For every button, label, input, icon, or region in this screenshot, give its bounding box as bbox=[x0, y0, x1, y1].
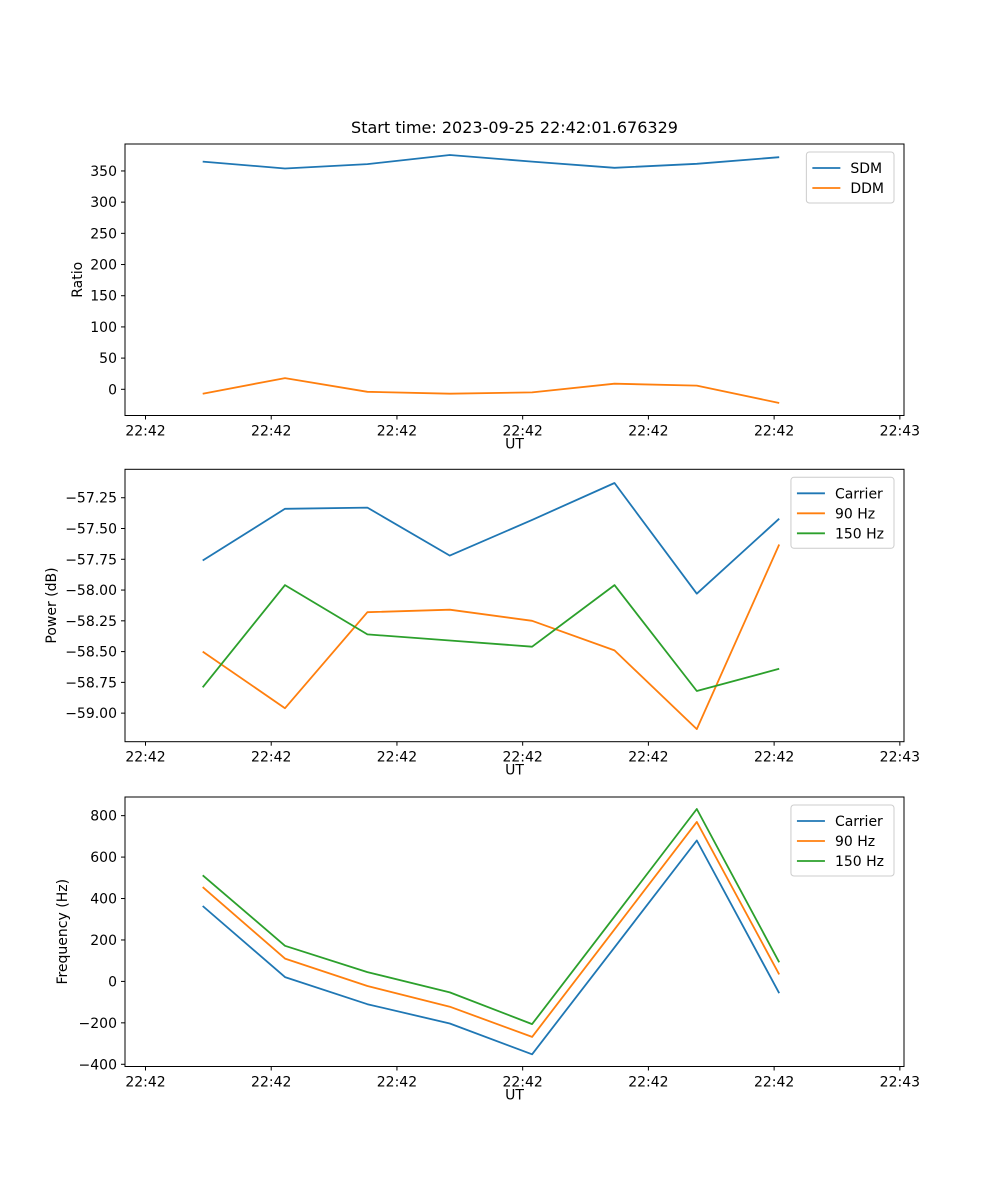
y-axis-label: Frequency (Hz) bbox=[55, 879, 71, 985]
y-tick-label: 200 bbox=[90, 933, 117, 949]
series-line-carrier bbox=[202, 839, 780, 1056]
y-tick-label: −57.25 bbox=[65, 491, 117, 507]
series-line-ddm bbox=[202, 377, 780, 404]
legend-box bbox=[790, 476, 895, 549]
y-tick-label: 400 bbox=[90, 892, 117, 908]
y-axis-label: Ratio bbox=[70, 262, 86, 298]
y-tick-label: 600 bbox=[90, 850, 117, 866]
y-tick-label: 100 bbox=[90, 320, 117, 336]
y-tick-label: 50 bbox=[99, 351, 117, 367]
y-axis-label: Power (dB) bbox=[44, 567, 60, 643]
x-tick-label: 22:42 bbox=[377, 1075, 417, 1091]
y-tick-label: −58.25 bbox=[65, 614, 117, 630]
legend-label: Carrier bbox=[835, 486, 883, 502]
legend-label: 150 Hz bbox=[835, 854, 884, 870]
legend-label: 90 Hz bbox=[835, 506, 875, 522]
x-tick-label: 22:42 bbox=[125, 424, 165, 440]
x-axis-label: UT bbox=[505, 763, 524, 779]
y-tick-label: −58.75 bbox=[65, 675, 117, 691]
legend-label: 150 Hz bbox=[835, 526, 884, 542]
y-tick-label: −400 bbox=[79, 1057, 117, 1073]
x-tick-label: 22:42 bbox=[754, 750, 794, 766]
x-tick-label: 22:43 bbox=[880, 424, 920, 440]
x-tick-label: 22:42 bbox=[251, 424, 291, 440]
y-tick-label: 0 bbox=[108, 974, 117, 990]
x-tick-label: 22:42 bbox=[754, 1075, 794, 1091]
legend-label: Carrier bbox=[835, 814, 883, 830]
y-tick-label: 250 bbox=[90, 226, 117, 242]
legend-label: DDM bbox=[850, 181, 884, 197]
x-tick-label: 22:42 bbox=[502, 424, 542, 440]
y-tick-label: −200 bbox=[79, 1016, 117, 1032]
x-tick-label: 22:42 bbox=[251, 750, 291, 766]
legend-box bbox=[790, 804, 895, 877]
y-tick-label: −58.00 bbox=[65, 583, 117, 599]
series-line-150-hz bbox=[202, 808, 780, 1025]
series-line-sdm bbox=[202, 154, 780, 170]
y-tick-label: −59.00 bbox=[65, 706, 117, 722]
x-tick-label: 22:42 bbox=[377, 750, 417, 766]
legend-label: SDM bbox=[850, 161, 882, 177]
legend: Carrier 90 Hz 150 Hz bbox=[790, 476, 895, 549]
x-tick-label: 22:42 bbox=[125, 750, 165, 766]
subplot-frequency: 22:42 22:42 22:42 22:42 22:42 22:42 22:43 800 60… bbox=[55, 796, 920, 1104]
y-tick-label: 150 bbox=[90, 289, 117, 305]
legend: Carrier 90 Hz 150 Hz bbox=[790, 804, 895, 877]
subplot-ratio: 22:42 22:42 22:42 22:42 22:42 22:42 22:43 350 30… bbox=[70, 143, 920, 453]
y-tick-label: −57.75 bbox=[65, 552, 117, 568]
subplot-power: 22:42 22:42 22:42 22:42 22:42 22:42 22:43 −57.2… bbox=[44, 468, 920, 779]
series-line-150-hz bbox=[201, 584, 780, 692]
axes-frame bbox=[124, 796, 905, 1067]
y-tick-label: 200 bbox=[90, 258, 117, 274]
axes-frame bbox=[124, 143, 905, 416]
x-tick-label: 22:43 bbox=[880, 1075, 920, 1091]
legend-box bbox=[805, 151, 895, 204]
x-tick-label: 22:42 bbox=[754, 424, 794, 440]
x-tick-label: 22:42 bbox=[628, 750, 668, 766]
figure-title: Start time: 2023-09-25 22:42:01.676329 bbox=[351, 118, 678, 137]
x-tick-label: 22:42 bbox=[251, 1075, 291, 1091]
x-tick-label: 22:42 bbox=[628, 1075, 668, 1091]
x-tick-label: 22:43 bbox=[880, 750, 920, 766]
x-tick-label: 22:42 bbox=[502, 1075, 542, 1091]
subplots-group: 22:42 22:42 22:42 22:42 22:42 22:42 22:43 350 30… bbox=[44, 143, 920, 1104]
axes-frame bbox=[124, 468, 905, 743]
series-line-90-hz bbox=[202, 544, 781, 730]
y-tick-label: 300 bbox=[90, 195, 117, 211]
series-line-90-hz bbox=[202, 821, 780, 1038]
x-tick-label: 22:42 bbox=[125, 1075, 165, 1091]
series-line-carrier bbox=[202, 482, 780, 595]
x-tick-label: 22:42 bbox=[628, 424, 668, 440]
y-tick-label: 350 bbox=[90, 164, 117, 180]
y-tick-label: 800 bbox=[90, 809, 117, 825]
x-tick-label: 22:42 bbox=[502, 750, 542, 766]
x-axis-label: UT bbox=[505, 1088, 524, 1104]
y-tick-label: −57.50 bbox=[65, 522, 117, 538]
y-tick-label: −58.50 bbox=[65, 645, 117, 661]
x-axis-label: UT bbox=[505, 437, 524, 453]
legend-label: 90 Hz bbox=[835, 834, 875, 850]
x-tick-label: 22:42 bbox=[377, 424, 417, 440]
legend: SDM DDM bbox=[805, 151, 895, 204]
y-tick-label: 0 bbox=[108, 382, 117, 398]
